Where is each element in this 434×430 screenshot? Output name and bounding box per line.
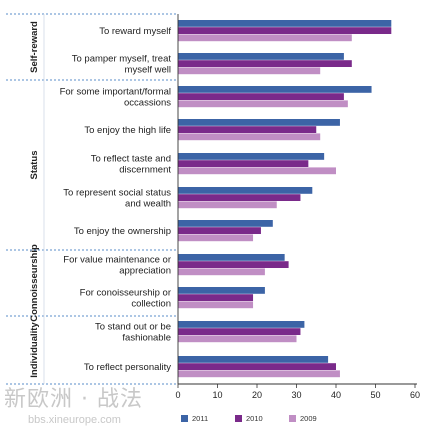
bar-2009-3: [178, 133, 321, 141]
category-label-1-1: myself well: [125, 65, 171, 76]
bar-2009-1: [178, 67, 321, 75]
bar-2011-9: [178, 321, 305, 328]
legend-swatch-2009: [289, 415, 296, 422]
x-tick-label-0: 0: [175, 390, 180, 400]
watermark-logo: 新欧洲 · 战法: [4, 387, 143, 412]
category-label-8-1: collection: [131, 299, 171, 310]
bar-2011-6: [178, 220, 273, 227]
bar-2010-9: [178, 328, 301, 335]
bar-2009-5: [178, 201, 277, 209]
category-label-4-1: discernment: [119, 165, 171, 176]
legend-swatch-2011: [181, 415, 188, 422]
bar-2009-7: [178, 268, 265, 276]
category-label-2-0: For some important/formal: [60, 87, 171, 98]
x-tick-label-40: 40: [331, 390, 341, 400]
bar-2009-6: [178, 234, 254, 242]
legend-swatch-2010: [235, 415, 242, 422]
category-label-8-0: For conoisseurship or: [80, 288, 171, 299]
x-tick-label-50: 50: [370, 390, 380, 400]
bar-2011-4: [178, 153, 325, 160]
bar-2010-5: [178, 194, 301, 201]
category-label-2-1: occassions: [124, 98, 171, 109]
bar-2010-8: [178, 294, 254, 301]
bar-2010-2: [178, 93, 344, 100]
bar-2011-5: [178, 187, 313, 194]
bar-2011-8: [178, 287, 265, 294]
category-label-0-0: To reward myself: [99, 26, 171, 37]
x-tick-label-60: 60: [410, 390, 420, 400]
bar-2011-0: [178, 20, 392, 27]
bar-2010-0: [178, 27, 392, 34]
bar-2011-3: [178, 119, 340, 126]
group-label-status: Status: [29, 150, 40, 179]
category-label-3-0: To enjoy the high life: [84, 125, 171, 136]
category-label-5-0: To represent social status: [63, 188, 171, 199]
legend-label-2010: 2010: [246, 414, 263, 423]
group-label-self-reward: Self-reward: [29, 21, 40, 73]
group-label-connoisseurship: Connoisseurship: [29, 244, 40, 322]
bar-2010-3: [178, 126, 317, 133]
legend-label-2009: 2009: [300, 414, 317, 423]
category-label-5-1: and wealth: [125, 199, 171, 210]
bar-2009-4: [178, 167, 336, 175]
x-tick-label-10: 10: [212, 390, 222, 400]
bar-2010-6: [178, 227, 261, 234]
bar-2011-2: [178, 86, 372, 93]
bar-2009-9: [178, 335, 297, 343]
x-tick-label-30: 30: [291, 390, 301, 400]
category-label-9-1: fashionable: [122, 333, 171, 344]
bar-2009-0: [178, 34, 352, 42]
category-label-7-1: appreciation: [119, 266, 171, 277]
category-label-1-0: To pamper myself, treat: [72, 54, 172, 65]
group-label-individuality: Individuality: [29, 322, 40, 378]
legend-label-2011: 2011: [192, 414, 208, 423]
bar-2010-7: [178, 261, 289, 268]
bar-2011-1: [178, 53, 344, 60]
bar-2010-1: [178, 60, 352, 67]
bar-2010-10: [178, 363, 336, 370]
category-label-9-0: To stand out or be: [95, 322, 171, 333]
bar-2010-4: [178, 160, 309, 167]
category-label-6-0: To enjoy the ownership: [74, 226, 171, 237]
bar-2011-10: [178, 356, 329, 363]
bar-2009-8: [178, 301, 254, 309]
category-label-4-0: To reflect taste and: [91, 154, 171, 165]
bar-2011-7: [178, 254, 285, 261]
category-label-7-0: For value maintenance or: [63, 255, 171, 266]
bar-2009-2: [178, 100, 348, 108]
watermark-url: bbs.xineurope.com: [28, 414, 121, 426]
category-label-10-0: To reflect personality: [84, 362, 171, 373]
bar-2009-10: [178, 370, 340, 378]
x-tick-label-20: 20: [252, 390, 262, 400]
